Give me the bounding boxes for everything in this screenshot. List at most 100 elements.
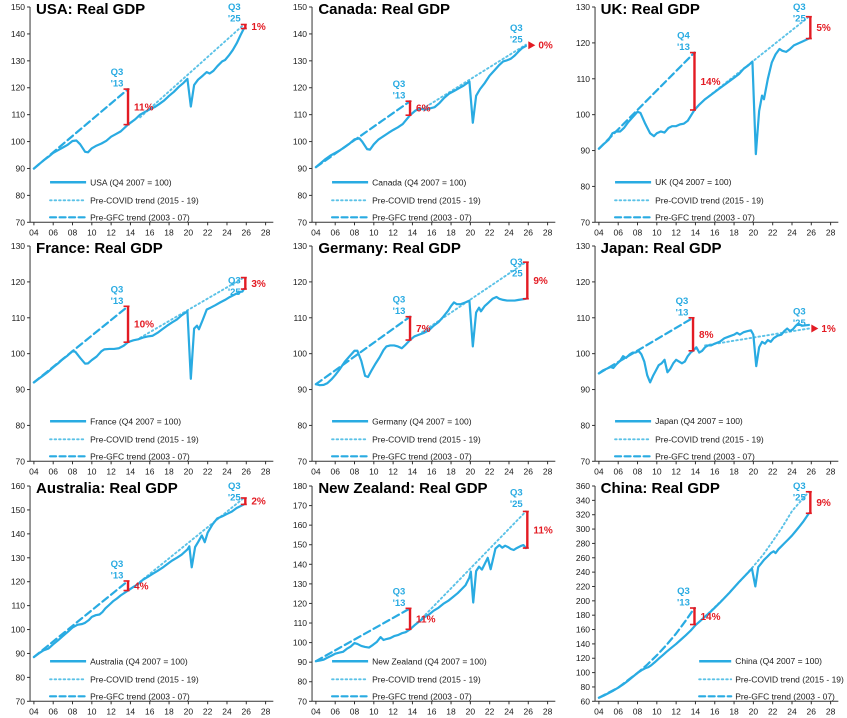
legend: USA (Q4 2007 = 100) Pre-COVID trend (2015…: [48, 177, 199, 222]
svg-text:Q3: Q3: [510, 257, 523, 268]
svg-text:140: 140: [11, 529, 25, 539]
svg-text:Pre-COVID trend (2015 - 19): Pre-COVID trend (2015 - 19): [90, 435, 199, 445]
svg-text:18: 18: [729, 227, 739, 237]
chart-panel-germany: 70 80 90 100 110 120 130 04 06 08 10 12 14 16 18 20 22 24…: [282, 239, 564, 478]
actual-gdp-line: [32, 27, 245, 170]
chart-canvas-australia: 70 80 90 100 110 120 130 140 150 160 04 06 08 10 12 14 1…: [11, 481, 274, 716]
svg-text:22: 22: [485, 706, 495, 716]
svg-text:06: 06: [613, 706, 623, 716]
svg-text:120: 120: [293, 598, 307, 608]
svg-text:12: 12: [106, 706, 116, 716]
svg-text:10: 10: [87, 227, 97, 237]
svg-text:06: 06: [613, 467, 623, 477]
svg-text:Germany (Q4 2007 = 100): Germany (Q4 2007 = 100): [372, 417, 472, 427]
svg-text:80: 80: [580, 682, 590, 692]
svg-text:70: 70: [16, 457, 26, 467]
svg-text:110: 110: [576, 313, 590, 323]
svg-text:18: 18: [164, 467, 174, 477]
pre-gfc-trend-line: [597, 51, 696, 150]
svg-text:Pre-COVID trend (2015 - 19): Pre-COVID trend (2015 - 19): [90, 674, 199, 684]
pre-covid-trend-line: [421, 43, 528, 111]
svg-text:110: 110: [576, 74, 590, 84]
svg-text:260: 260: [576, 552, 590, 562]
svg-text:Pre-COVID trend (2015 - 19): Pre-COVID trend (2015 - 19): [655, 195, 764, 205]
svg-text:Pre-COVID trend (2015 - 19): Pre-COVID trend (2015 - 19): [372, 674, 481, 684]
svg-text:08: 08: [68, 227, 78, 237]
svg-text:Pre-GFC trend (2003 - 07): Pre-GFC trend (2003 - 07): [372, 691, 472, 701]
svg-text:10: 10: [652, 706, 662, 716]
svg-text:'13: '13: [111, 296, 124, 307]
svg-text:10: 10: [87, 467, 97, 477]
chart-title-new-zealand: New Zealand: Real GDP: [318, 479, 488, 497]
pre-gfc-trend-line: [597, 606, 696, 699]
svg-text:28: 28: [826, 227, 836, 237]
axes: 70 80 90 100 110 120 130 04 06 08 10 12 14 16 18 20 22 24…: [576, 241, 838, 477]
svg-text:Q3: Q3: [111, 285, 124, 296]
svg-text:Q3: Q3: [793, 307, 806, 318]
svg-text:6%: 6%: [416, 104, 431, 115]
svg-text:90: 90: [298, 657, 308, 667]
chart-canvas-uk: 70 80 90 100 110 120 130 04 06 08 10 12 14 16 18 20 22 24…: [576, 2, 838, 237]
svg-text:18: 18: [164, 227, 174, 237]
legend: Japan (Q4 2007 = 100) Pre-COVID trend (20…: [613, 417, 764, 462]
axes: 60 80 100 120 140 160 180 200 220 240 260 280 300 320…: [576, 481, 838, 716]
chart-title-france: France: Real GDP: [36, 240, 163, 258]
svg-text:120: 120: [576, 653, 590, 663]
svg-text:16: 16: [710, 227, 720, 237]
svg-text:22: 22: [203, 467, 213, 477]
svg-text:26: 26: [242, 706, 252, 716]
svg-text:06: 06: [48, 706, 58, 716]
pre-gfc-trend-line: [32, 305, 130, 384]
svg-text:20: 20: [184, 467, 194, 477]
svg-text:'25: '25: [228, 287, 242, 298]
svg-text:130: 130: [11, 56, 25, 66]
svg-text:28: 28: [543, 227, 553, 237]
svg-text:Q3: Q3: [228, 276, 241, 287]
svg-text:70: 70: [580, 457, 590, 467]
svg-text:Pre-GFC trend (2003 - 07): Pre-GFC trend (2003 - 07): [372, 212, 472, 222]
svg-text:'13: '13: [111, 570, 124, 581]
svg-text:'13: '13: [393, 307, 406, 318]
svg-text:14: 14: [408, 467, 418, 477]
svg-text:20: 20: [466, 706, 476, 716]
svg-text:11%: 11%: [134, 102, 154, 113]
svg-text:14: 14: [690, 706, 700, 716]
svg-text:22: 22: [485, 467, 495, 477]
svg-text:24: 24: [222, 706, 232, 716]
svg-text:9%: 9%: [534, 276, 549, 287]
svg-text:20: 20: [466, 467, 476, 477]
pre-covid-trend-line: [703, 490, 810, 618]
svg-text:8%: 8%: [699, 330, 714, 341]
svg-text:150: 150: [11, 2, 25, 12]
svg-text:14: 14: [126, 227, 136, 237]
svg-text:10: 10: [652, 467, 662, 477]
svg-text:26: 26: [806, 706, 816, 716]
pre-gfc-trend-line: [315, 100, 412, 169]
svg-text:90: 90: [16, 648, 26, 658]
svg-text:06: 06: [331, 706, 341, 716]
pre-gfc-trend-line: [32, 579, 130, 658]
gap-arrow-icon: [810, 324, 819, 333]
svg-text:12: 12: [671, 227, 681, 237]
chart-panel-china: 60 80 100 120 140 160 180 200 220 240 260 280 300 320…: [565, 479, 847, 718]
svg-text:240: 240: [576, 567, 590, 577]
chart-panel-canada: 70 80 90 100 110 120 130 140 150 04 06 08 10 12 14 16 18…: [282, 0, 564, 239]
chart-title-canada: Canada: Real GDP: [318, 1, 451, 18]
svg-text:Q3: Q3: [228, 2, 241, 13]
axes: 70 80 90 100 110 120 130 140 150 04 06 08 10 12 14 16 18…: [11, 2, 274, 237]
svg-text:'25: '25: [510, 35, 524, 46]
svg-text:280: 280: [576, 538, 590, 548]
svg-text:100: 100: [11, 624, 25, 634]
svg-text:Pre-COVID trend (2015 - 19): Pre-COVID trend (2015 - 19): [90, 195, 199, 205]
actual-gdp-line: [315, 296, 528, 387]
svg-text:Australia (Q4 2007 = 100): Australia (Q4 2007 = 100): [90, 656, 188, 666]
svg-text:08: 08: [350, 227, 360, 237]
svg-text:300: 300: [576, 524, 590, 534]
svg-text:1%: 1%: [821, 324, 836, 335]
svg-text:130: 130: [293, 56, 307, 66]
legend: Canada (Q4 2007 = 100) Pre-COVID trend (2…: [331, 177, 481, 222]
gap-annotation-end: 9% Q3'25: [793, 481, 831, 514]
svg-text:Pre-COVID trend (2015 - 19): Pre-COVID trend (2015 - 19): [372, 195, 481, 205]
svg-text:20: 20: [748, 227, 758, 237]
svg-text:100: 100: [576, 110, 590, 120]
